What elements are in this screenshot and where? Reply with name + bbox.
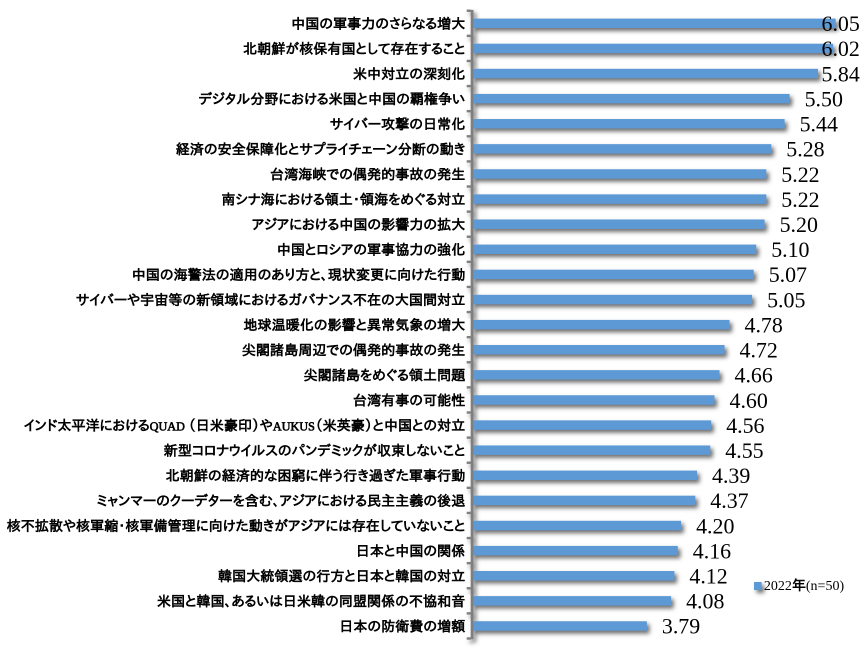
svg-text:4.56: 4.56 bbox=[726, 413, 764, 438]
svg-text:5.28: 5.28 bbox=[786, 137, 824, 162]
svg-text:4.60: 4.60 bbox=[730, 388, 768, 413]
svg-text:4.39: 4.39 bbox=[712, 463, 750, 488]
svg-text:2022: 2022 bbox=[764, 579, 792, 594]
svg-text:5.20: 5.20 bbox=[780, 212, 818, 237]
svg-text:5.10: 5.10 bbox=[771, 237, 809, 262]
svg-text:5.05: 5.05 bbox=[767, 287, 805, 312]
svg-text:5.84: 5.84 bbox=[822, 61, 860, 86]
svg-text:3.79: 3.79 bbox=[662, 614, 700, 639]
svg-text:4.55: 4.55 bbox=[725, 438, 763, 463]
svg-text:4.12: 4.12 bbox=[689, 564, 727, 589]
svg-text:4.20: 4.20 bbox=[696, 513, 734, 538]
svg-text:5.22: 5.22 bbox=[781, 187, 819, 212]
svg-text:6.02: 6.02 bbox=[822, 36, 860, 61]
svg-text:4.08: 4.08 bbox=[686, 589, 724, 614]
svg-text:4.72: 4.72 bbox=[740, 338, 778, 363]
svg-text:4.78: 4.78 bbox=[745, 312, 783, 337]
svg-text:5.44: 5.44 bbox=[800, 112, 838, 137]
svg-text:6.05: 6.05 bbox=[822, 11, 860, 36]
svg-text:5.50: 5.50 bbox=[805, 86, 843, 111]
svg-text:4.37: 4.37 bbox=[710, 488, 748, 513]
svg-text:4.66: 4.66 bbox=[735, 363, 773, 388]
svg-text:(n=50): (n=50) bbox=[806, 579, 845, 594]
svg-text:5.22: 5.22 bbox=[781, 162, 819, 187]
svg-text:5.07: 5.07 bbox=[769, 262, 807, 287]
svg-text:4.16: 4.16 bbox=[693, 538, 731, 563]
